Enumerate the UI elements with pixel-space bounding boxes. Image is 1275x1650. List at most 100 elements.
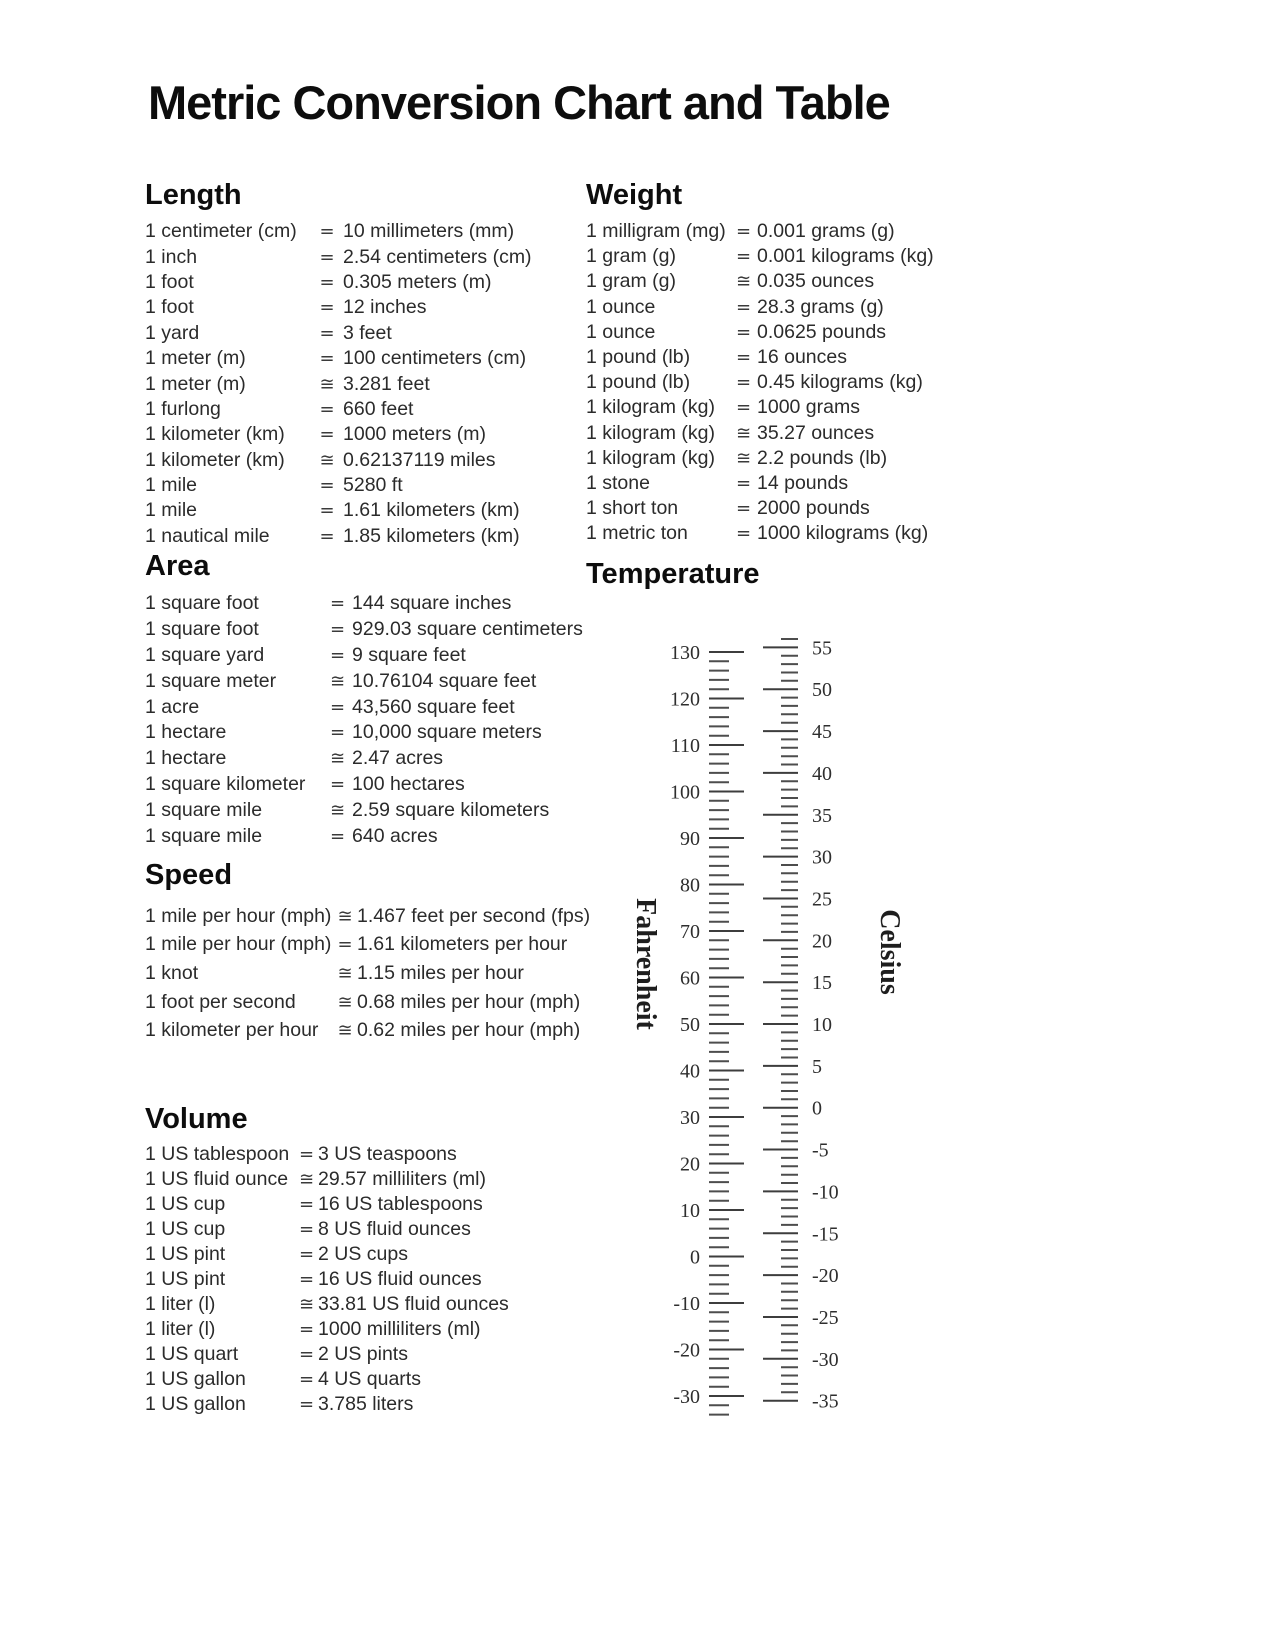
conversion-row: 1 US gallon = 3.785 liters xyxy=(145,1392,585,1417)
equality-symbol: = xyxy=(319,424,335,446)
equality-symbol: ≅ xyxy=(337,1020,353,1042)
celsius-tick-label: 50 xyxy=(812,679,832,701)
unit-to: 2.59 square kilometers xyxy=(352,798,550,821)
unit-from: 1 kilogram (kg) xyxy=(586,421,715,444)
unit-from: 1 hectare xyxy=(145,747,227,770)
conversion-row: 1 square mile = 640 acres xyxy=(145,823,585,849)
conversion-row: 1 square kilometer = 100 hectares xyxy=(145,772,585,798)
temperature-ruler-figure: 1301201101009080706050403020100-10-20-30… xyxy=(630,637,905,1416)
section-heading-area: Area xyxy=(145,550,210,582)
unit-to: 10.76104 square feet xyxy=(352,669,537,692)
unit-to: 14 pounds xyxy=(757,471,849,494)
unit-from: 1 US gallon xyxy=(145,1368,246,1390)
equality-symbol: = xyxy=(735,221,752,243)
conversion-row: 1 kilogram (kg) ≅ 2.2 pounds (lb) xyxy=(586,446,986,471)
unit-from: 1 furlong xyxy=(145,397,221,420)
conversion-table-volume: 1 US tablespoon = 3 US teaspoons 1 US fluid… xyxy=(145,1142,585,1417)
unit-to: 144 square inches xyxy=(352,592,512,615)
unit-from: 1 milligram (mg) xyxy=(586,220,726,243)
temperature-ruler: 130 120 110 100 90 80 70 60 50 40 30 20 10 0 -10 -20 -30… xyxy=(585,596,925,1436)
conversion-row: 1 metric ton = 1000 kilograms (kg) xyxy=(586,521,986,546)
conversion-row: 1 square mile ≅ 2.59 square kilometers xyxy=(145,797,585,823)
fahrenheit-tick-label: 40 xyxy=(680,1061,700,1083)
unit-from: 1 knot xyxy=(145,961,199,984)
celsius-tick-label: 45 xyxy=(812,721,832,743)
celsius-tick-label: -30 xyxy=(812,1349,839,1371)
conversion-row: 1 US pint = 16 US fluid ounces xyxy=(145,1267,585,1292)
equality-symbol: ≅ xyxy=(319,449,335,471)
unit-to: 43,560 square feet xyxy=(352,695,515,718)
unit-from: 1 foot per second xyxy=(145,990,296,1013)
equality-symbol: = xyxy=(329,696,346,718)
equality-symbol: ≅ xyxy=(337,962,353,984)
equality-symbol: = xyxy=(319,475,335,497)
conversion-row: 1 hectare = 10,000 square meters xyxy=(145,720,585,746)
unit-to: 640 acres xyxy=(352,824,438,847)
fahrenheit-tick-label: 0 xyxy=(690,1247,700,1269)
fahrenheit-tick-label: -20 xyxy=(673,1340,700,1362)
equality-symbol: = xyxy=(298,1219,315,1240)
equality-symbol: ≅ xyxy=(329,799,346,821)
fahrenheit-tick-label: 50 xyxy=(680,1014,700,1036)
unit-to: 2 US pints xyxy=(318,1343,408,1365)
fahrenheit-tick-label: 80 xyxy=(680,875,700,897)
unit-to: 0.0625 pounds xyxy=(757,320,887,343)
conversion-row: 1 kilometer (km) ≅ 0.62137119 miles xyxy=(145,448,585,473)
equality-symbol: ≅ xyxy=(735,447,752,469)
unit-from: 1 US cup xyxy=(145,1218,226,1240)
unit-from: 1 liter (l) xyxy=(145,1293,216,1315)
unit-to: 28.3 grams (g) xyxy=(757,295,884,318)
conversion-row: 1 short ton = 2000 pounds xyxy=(586,496,986,521)
equality-symbol: ≅ xyxy=(735,422,752,444)
equality-symbol: = xyxy=(735,347,752,369)
unit-from: 1 kilometer (km) xyxy=(145,448,285,471)
celsius-axis-label: Celsius xyxy=(874,909,905,995)
conversion-row: 1 kilogram (kg) = 1000 grams xyxy=(586,395,986,420)
unit-to: 8 US fluid ounces xyxy=(318,1218,471,1240)
equality-symbol: = xyxy=(735,246,752,268)
equality-symbol: ≅ xyxy=(337,905,353,927)
unit-from: 1 mile per hour (mph) xyxy=(145,904,332,927)
section-speed: Speed 1 mile per hour (mph) ≅ 1.467 feet p… xyxy=(145,858,605,1045)
unit-to: 2.47 acres xyxy=(352,747,444,770)
unit-to: 3 US teaspoons xyxy=(318,1143,457,1165)
unit-from: 1 stone xyxy=(586,471,650,494)
unit-from: 1 ounce xyxy=(586,320,656,343)
conversion-row: 1 pound (lb) = 16 ounces xyxy=(586,345,986,370)
section-temperature: Temperature xyxy=(586,557,1006,591)
conversion-row: 1 US cup = 16 US tablespoons xyxy=(145,1192,585,1217)
conversion-row: 1 pound (lb) = 0.45 kilograms (kg) xyxy=(586,370,986,395)
unit-from: 1 US cup xyxy=(145,1193,226,1215)
conversion-row: 1 stone = 14 pounds xyxy=(586,471,986,496)
unit-from: 1 kilogram (kg) xyxy=(586,396,715,419)
conversion-row: 1 square foot = 144 square inches xyxy=(145,591,585,617)
unit-from: 1 square mile xyxy=(145,824,263,847)
equality-symbol: = xyxy=(298,1194,315,1215)
unit-to: 2.54 centimeters (cm) xyxy=(343,245,532,268)
conversion-row: 1 foot = 0.305 meters (m) xyxy=(145,270,585,295)
conversion-row: 1 acre = 43,560 square feet xyxy=(145,694,585,720)
equality-symbol: = xyxy=(298,1394,315,1415)
conversion-row: 1 inch = 2.54 centimeters (cm) xyxy=(145,244,585,269)
unit-from: 1 US quart xyxy=(145,1343,239,1365)
equality-symbol: = xyxy=(319,500,335,522)
unit-to: 0.001 grams (g) xyxy=(757,220,895,243)
unit-to: 35.27 ounces xyxy=(757,421,875,444)
unit-to: 100 centimeters (cm) xyxy=(343,347,527,370)
conversion-row: 1 meter (m) = 100 centimeters (cm) xyxy=(145,346,585,371)
conversion-table-weight: 1 milligram (mg) = 0.001 grams (g) 1 gram (… xyxy=(586,219,986,546)
conversion-row: 1 kilometer (km) = 1000 meters (m) xyxy=(145,422,585,447)
unit-to: 1000 grams xyxy=(757,396,860,419)
section-heading-temperature: Temperature xyxy=(586,558,760,590)
equality-symbol: = xyxy=(735,372,752,394)
section-area: Area 1 square foot = 144 square inches 1 sq… xyxy=(145,549,585,849)
equality-symbol: = xyxy=(329,619,346,641)
equality-symbol: = xyxy=(329,773,346,795)
celsius-tick-label: 20 xyxy=(812,930,832,952)
equality-symbol: = xyxy=(329,825,346,847)
unit-from: 1 square foot xyxy=(145,592,259,615)
celsius-tick-label: 0 xyxy=(812,1098,822,1120)
fahrenheit-tick-label: 120 xyxy=(670,689,700,711)
unit-to: 0.62137119 miles xyxy=(343,448,496,471)
conversion-row: 1 furlong = 660 feet xyxy=(145,397,585,422)
